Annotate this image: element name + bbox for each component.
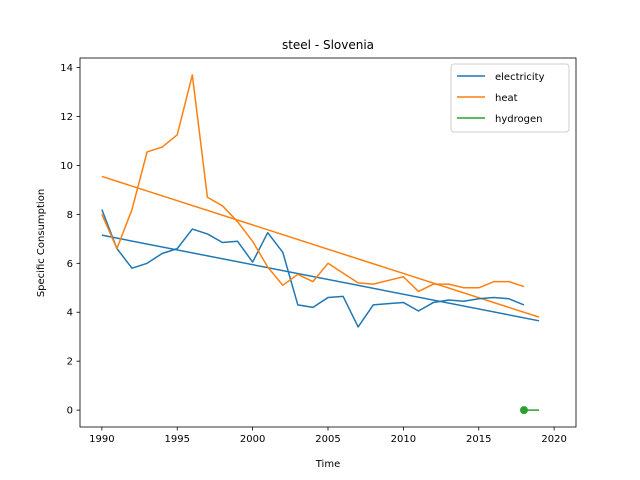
legend-label-electricity: electricity: [495, 72, 545, 83]
y-tick-label: 8: [67, 210, 73, 221]
x-tick-label: 1995: [165, 434, 190, 445]
trendline-heat: [101, 175, 540, 318]
y-tick-label: 2: [67, 357, 73, 368]
plot-area: 1990 1995 2000 2005 2010 2015 2020 0 2 4 6 8 10 12 14: [60, 57, 577, 445]
y-axis-label: Specific Consumption: [36, 189, 47, 297]
chart-title: steel - Slovenia: [282, 38, 374, 52]
x-tick-label: 2020: [541, 434, 566, 445]
legend: electricity heat hydrogen: [450, 63, 570, 133]
y-tick-label: 6: [67, 259, 73, 270]
y-tick-label: 4: [67, 308, 73, 319]
legend-box: [450, 63, 570, 133]
y-tick-label: 10: [60, 161, 73, 172]
x-tick-label: 2010: [391, 434, 416, 445]
x-tick-label: 2005: [315, 434, 340, 445]
series-line-heat: [101, 74, 525, 293]
x-axis-label: Time: [315, 459, 340, 470]
y-tick-label: 0: [67, 406, 73, 417]
legend-label-heat: heat: [495, 93, 518, 104]
y-tick-label: 12: [60, 112, 73, 123]
legend-label-hydrogen: hydrogen: [495, 114, 542, 125]
x-tick-label: 2015: [466, 434, 491, 445]
x-tick-label: 1990: [89, 434, 114, 445]
y-tick-label: 14: [60, 63, 73, 74]
x-tick-label: 2000: [240, 434, 265, 445]
series-line-electricity: [101, 209, 525, 328]
series-point-hydrogen: [519, 406, 528, 415]
